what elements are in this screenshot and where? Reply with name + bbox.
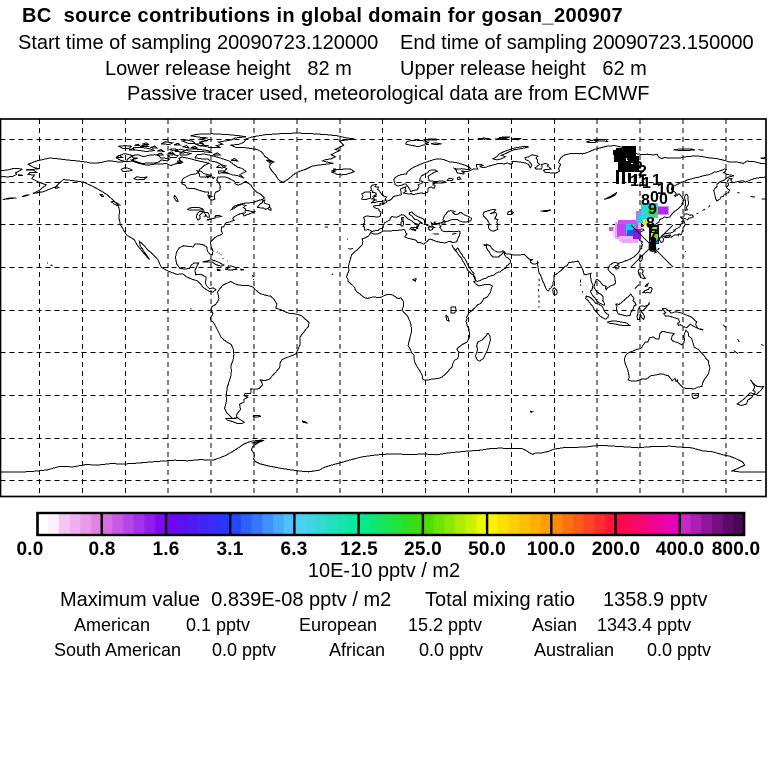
svg-text:12: 12 — [625, 159, 643, 176]
svg-text:1: 1 — [642, 175, 651, 192]
svg-text:9: 9 — [648, 201, 657, 218]
svg-text:8: 8 — [641, 192, 650, 209]
svg-text:8: 8 — [646, 215, 655, 232]
svg-text:1: 1 — [652, 172, 661, 189]
svg-text:0: 0 — [659, 191, 668, 208]
svg-text:10: 10 — [657, 181, 675, 198]
svg-text:0: 0 — [650, 189, 659, 206]
svg-text:7: 7 — [649, 227, 658, 244]
svg-text:2: 2 — [638, 163, 647, 180]
svg-text:13: 13 — [619, 153, 637, 170]
svg-text:14: 14 — [613, 147, 631, 164]
svg-text:11: 11 — [630, 173, 647, 190]
